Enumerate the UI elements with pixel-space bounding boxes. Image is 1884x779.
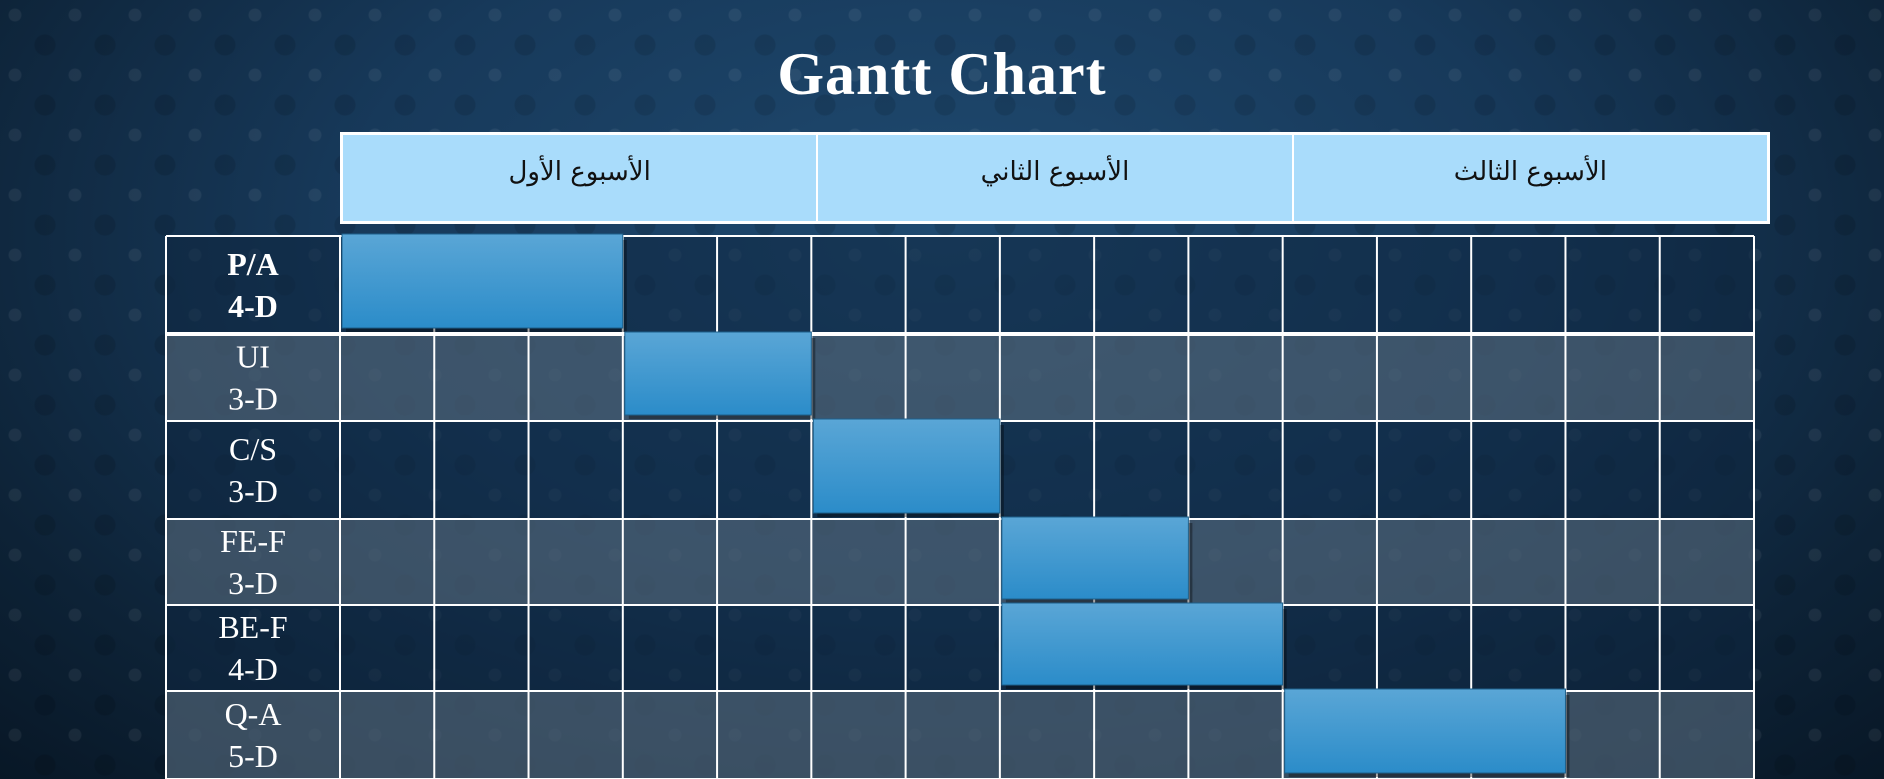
week-2-label: الأسبوع الثاني [816,135,1291,221]
task-label: 3-D [228,381,278,417]
task-label: 3-D [228,473,278,509]
task-label: FE-F [220,523,286,559]
task-bar [1001,602,1284,686]
task-label: P/A [227,246,279,282]
row-background [166,334,1754,421]
task-bar [341,233,624,329]
task-label: C/S [229,431,277,467]
task-label: 4-D [228,651,278,687]
task-bar [624,331,812,416]
task-label: 4-D [228,288,278,324]
chart-title: Gantt Chart [777,41,1107,107]
task-bar [1284,688,1566,774]
task-label: BE-F [218,609,287,645]
row-background [166,605,1754,691]
week-3-label: الأسبوع الثالث [1291,135,1767,221]
task-label: 3-D [228,565,278,601]
task-label: 5-D [228,738,278,774]
task-label: UI [236,339,270,375]
task-bar [1001,516,1189,600]
week-1-label: الأسبوع الأول [508,157,651,187]
task-bar [812,418,1001,514]
task-label: Q-A [225,696,282,732]
row-background [166,519,1754,605]
week-header: الأسبوع الأول الأسبوع الثاني الأسبوع الث… [340,132,1770,224]
